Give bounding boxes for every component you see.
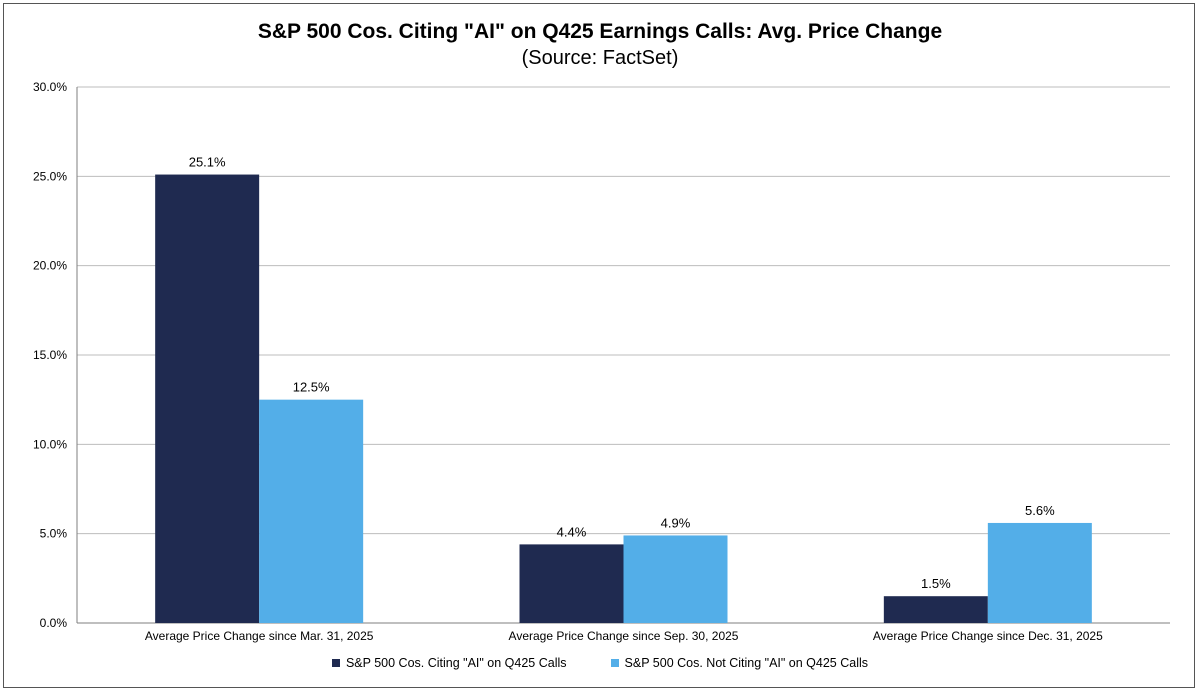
y-tick-label: 20.0% <box>33 259 67 273</box>
bar <box>519 544 624 623</box>
y-tick-label: 0.0% <box>40 616 68 630</box>
legend-item-not-ai: S&P 500 Cos. Not Citing "AI" on Q425 Cal… <box>610 656 869 670</box>
data-label: 4.4% <box>557 524 587 539</box>
legend-label-ai: S&P 500 Cos. Citing "AI" on Q425 Calls <box>345 656 567 670</box>
bar <box>155 174 260 623</box>
x-category-label: Average Price Change since Dec. 31, 2025 <box>873 629 1103 643</box>
y-tick-label: 10.0% <box>33 437 67 451</box>
bar <box>987 522 1092 623</box>
data-label: 12.5% <box>293 380 330 395</box>
legend-item-ai: S&P 500 Cos. Citing "AI" on Q425 Calls <box>331 656 567 670</box>
data-label: 4.9% <box>661 515 691 530</box>
x-category-label: Average Price Change since Sep. 30, 2025 <box>509 629 739 643</box>
chart-title: S&P 500 Cos. Citing "AI" on Q425 Earning… <box>257 20 943 43</box>
bar <box>259 399 364 623</box>
y-tick-label: 5.0% <box>40 527 68 541</box>
legend-label-not-ai: S&P 500 Cos. Not Citing "AI" on Q425 Cal… <box>624 656 869 670</box>
chart-subtitle: (Source: FactSet) <box>521 47 679 69</box>
data-label: 1.5% <box>921 576 951 591</box>
bar <box>623 535 728 623</box>
bar <box>883 596 988 623</box>
data-label: 25.1% <box>189 155 226 170</box>
x-category-label: Average Price Change since Mar. 31, 2025 <box>145 629 374 643</box>
legend-swatch-ai <box>331 659 340 667</box>
legend: S&P 500 Cos. Citing "AI" on Q425 Calls S… <box>0 656 1200 670</box>
y-tick-label: 30.0% <box>33 80 67 94</box>
y-tick-label: 15.0% <box>33 348 67 362</box>
data-label: 5.6% <box>1025 503 1055 518</box>
legend-swatch-not-ai <box>610 659 619 667</box>
y-tick-label: 25.0% <box>33 169 67 183</box>
